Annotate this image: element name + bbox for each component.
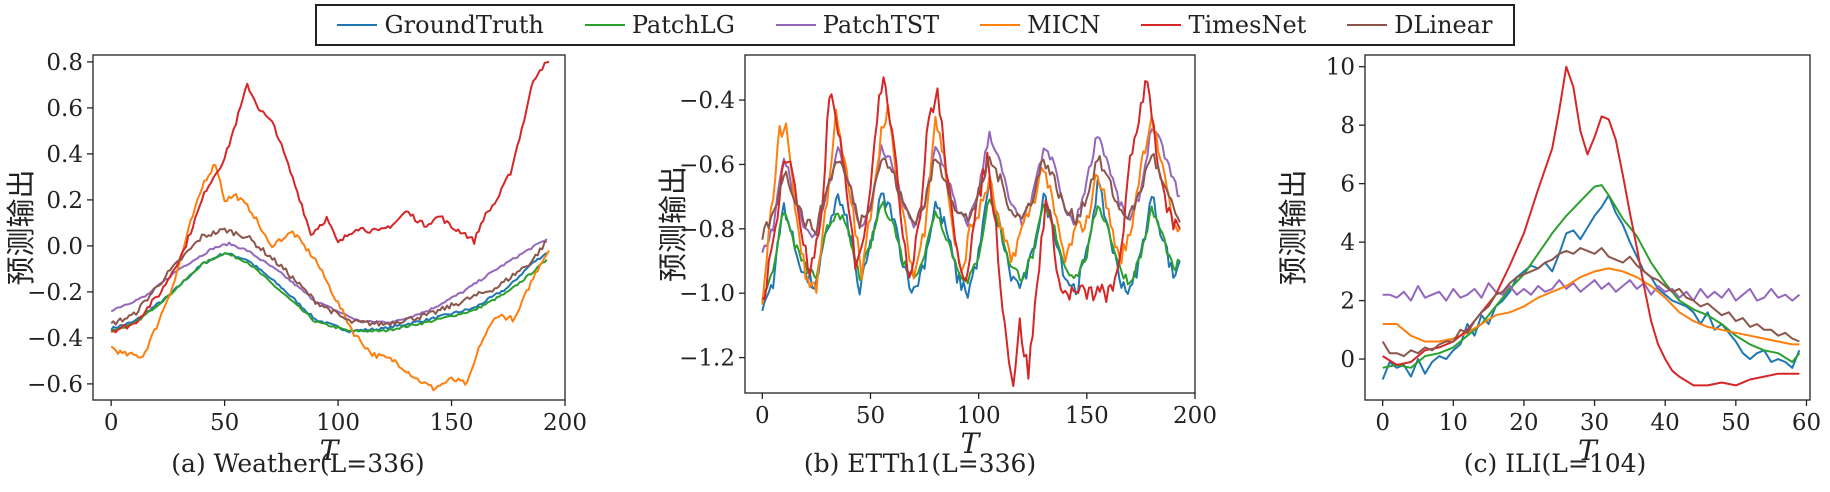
- axes-frame: [744, 54, 1196, 394]
- x-axis-label: T: [320, 434, 341, 467]
- legend-label: DLinear: [1394, 11, 1493, 39]
- legend-swatch: [980, 24, 1021, 26]
- y-tick-label: 0.4: [46, 142, 83, 168]
- legend-item-micn: MICN: [980, 11, 1101, 39]
- x-axis-label: T: [1578, 434, 1599, 467]
- y-axis-label: 预测输出: [656, 166, 690, 282]
- y-tick-label: 4: [1340, 230, 1355, 256]
- y-tick-label: 8: [1340, 113, 1355, 139]
- legend-swatch: [775, 24, 816, 26]
- x-tick-label: 20: [1509, 410, 1538, 436]
- y-tick-label: −1.2: [679, 346, 735, 372]
- x-tick-label: 40: [1651, 410, 1680, 436]
- legend-item-dlinear: DLinear: [1347, 11, 1493, 39]
- series-group: [1381, 65, 1801, 387]
- y-tick-label: 10: [1326, 55, 1355, 81]
- y-tick-label: 6: [1340, 172, 1355, 198]
- series-line-timesnet: [110, 60, 550, 334]
- legend-label: MICN: [1027, 11, 1101, 39]
- x-tick-label: 0: [1375, 410, 1390, 436]
- series-group: [110, 60, 550, 392]
- x-tick-label: 60: [1792, 410, 1821, 436]
- series-line-micn: [761, 103, 1181, 305]
- x-tick-label: 100: [957, 403, 1001, 429]
- y-tick-label: −1.0: [679, 281, 735, 307]
- axes-frame: [1364, 54, 1811, 401]
- legend-swatch: [337, 24, 378, 26]
- x-tick-label: 200: [1173, 403, 1217, 429]
- chart-caption: (a) Weather(L=336): [171, 449, 424, 478]
- x-tick-label: 150: [430, 410, 474, 436]
- series-line-patchtst: [110, 238, 548, 324]
- y-tick-label: −0.6: [27, 372, 83, 398]
- y-tick-label: −0.2: [27, 280, 83, 306]
- x-tick-label: 100: [316, 410, 360, 436]
- y-axis-label: 预测输出: [1276, 169, 1310, 285]
- series-line-micn: [110, 163, 550, 392]
- y-tick-label: 0: [1340, 347, 1355, 373]
- x-tick-label: 200: [543, 410, 587, 436]
- y-tick-label: 0.6: [46, 96, 83, 122]
- axes-frame: [92, 54, 566, 401]
- series-line-micn: [1382, 267, 1800, 346]
- legend-item-patchlg: PatchLG: [584, 11, 735, 39]
- legend-item-timesnet: TimesNet: [1141, 11, 1306, 39]
- legend-item-patchtst: PatchTST: [775, 11, 940, 39]
- y-tick-label: 0.0: [46, 234, 83, 260]
- chart-panel-2: 0 50 100 150 200 −1.2 −1.0 −0.8 −0.6 −0.4 T 预测输出 (b)…: [656, 54, 1217, 478]
- x-tick-label: 0: [104, 410, 119, 436]
- chart-panel-3: 0 10 20 30 40 50 60 0 2 4 6 8 10 T 预测输出 (c) ILI(L=104): [1276, 54, 1821, 478]
- x-tick-label: 150: [1065, 403, 1109, 429]
- x-tick-label: 50: [210, 410, 239, 436]
- chart-caption: (c) ILI(L=104): [1464, 449, 1647, 478]
- x-tick-label: 50: [856, 403, 885, 429]
- y-tick-label: −0.6: [679, 152, 735, 178]
- y-tick-label: 0.2: [46, 188, 83, 214]
- y-tick-label: −0.8: [679, 217, 735, 243]
- series-line-patchlg: [110, 252, 548, 333]
- y-tick-label: 2: [1340, 289, 1355, 315]
- series-line-dlinear: [110, 227, 548, 327]
- x-tick-label: 30: [1580, 410, 1609, 436]
- legend-label: TimesNet: [1188, 11, 1307, 39]
- series-line-patchlg: [1382, 184, 1801, 369]
- x-tick-label: 0: [755, 403, 770, 429]
- series-line-groundtruth: [1381, 194, 1801, 380]
- x-axis-label: T: [961, 427, 982, 460]
- y-tick-label: −0.4: [27, 326, 83, 352]
- legend-swatch: [1141, 24, 1182, 26]
- series-group: [761, 76, 1181, 387]
- legend-label: PatchLG: [631, 11, 735, 39]
- legend-swatch: [584, 24, 625, 26]
- legend-box: GroundTruth PatchLG PatchTST MICN TimesN…: [315, 4, 1515, 46]
- x-tick-label: 50: [1721, 410, 1750, 436]
- x-tick-label: 10: [1439, 410, 1468, 436]
- legend-item-groundtruth: GroundTruth: [337, 11, 544, 39]
- legend-label: GroundTruth: [384, 11, 544, 39]
- y-axis-label: 预测输出: [4, 169, 38, 285]
- legend-swatch: [1347, 24, 1388, 26]
- series-line-timesnet: [761, 76, 1181, 387]
- series-line-timesnet: [1382, 65, 1800, 387]
- series-line-dlinear: [761, 153, 1181, 240]
- y-tick-label: 0.8: [46, 50, 83, 76]
- y-tick-label: −0.4: [679, 88, 735, 114]
- chart-panel-1: 0 50 100 150 200 −0.6 −0.4 −0.2 0.0 0.2 0.4 0.6 0.8 T…: [4, 50, 587, 478]
- series-line-patchlg: [761, 198, 1181, 302]
- series-line-dlinear: [1381, 247, 1800, 358]
- series-line-patchtst: [1382, 279, 1801, 302]
- legend-label: PatchTST: [822, 11, 940, 39]
- chart-caption: (b) ETTh1(L=336): [804, 449, 1036, 478]
